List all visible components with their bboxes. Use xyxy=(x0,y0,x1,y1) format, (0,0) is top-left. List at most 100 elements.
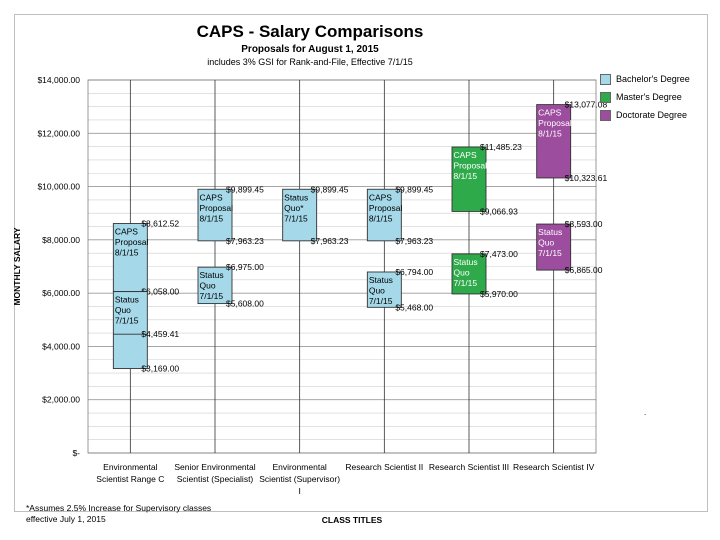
salary-box xyxy=(536,223,572,271)
x-tick-label: Scientist (Supervisor) xyxy=(259,474,340,484)
data-label: $9,066.93 xyxy=(480,206,518,216)
legend-swatch xyxy=(600,91,611,103)
salary-box xyxy=(282,188,318,242)
data-label: $4,459.41 xyxy=(141,329,179,339)
x-tick-label: Senior Environmental xyxy=(174,462,255,472)
box-label: Proposal xyxy=(454,161,488,171)
data-label: $11,485.23 xyxy=(480,142,522,152)
box-label: 7/1/15 xyxy=(284,213,308,223)
box-label: Quo xyxy=(200,281,216,291)
data-label: $6,975.00 xyxy=(226,262,264,272)
data-label: $7,963.23 xyxy=(311,236,349,246)
y-tick-label: $10,000.00 xyxy=(37,182,80,192)
y-tick-label: $4,000.00 xyxy=(42,341,80,351)
box-label: Status xyxy=(115,295,139,305)
data-label: $3,169.00 xyxy=(141,364,179,374)
salary-box xyxy=(112,291,148,370)
data-label: $6,058.00 xyxy=(141,287,179,297)
y-axis-label: MONTHLY SALARY xyxy=(12,227,22,305)
data-label: $5,970.00 xyxy=(480,289,518,299)
salary-box xyxy=(366,271,402,308)
x-tick-label: Environmental xyxy=(103,462,157,472)
box-label: Proposal xyxy=(369,203,403,213)
y-tick-label: $12,000.00 xyxy=(37,128,80,138)
chart-frame xyxy=(14,14,708,512)
legend-item: Bachelor's Degree xyxy=(600,70,690,88)
data-label: $5,608.00 xyxy=(226,299,264,309)
x-tick-label: I xyxy=(298,486,300,496)
x-tick-label: Environmental xyxy=(272,462,326,472)
data-label: $7,473.00 xyxy=(480,249,518,259)
box-label: Proposal xyxy=(200,203,234,213)
salary-box xyxy=(197,188,233,242)
footnote: *Assumes 2.5% Increase for Supervisory c… xyxy=(26,503,256,525)
x-tick-label: Scientist Range C xyxy=(96,474,164,484)
footnote-line: *Assumes 2.5% Increase for Supervisory c… xyxy=(26,503,212,513)
data-label: $5,468.00 xyxy=(395,302,433,312)
data-label: $6,865.00 xyxy=(565,265,603,275)
legend-item: Master's Degree xyxy=(600,88,690,106)
salary-box xyxy=(451,146,487,212)
x-tick-label: Research Scientist III xyxy=(429,462,509,472)
box-label: 8/1/15 xyxy=(454,171,478,181)
edge-mark: . xyxy=(644,408,647,417)
box-label: 8/1/15 xyxy=(200,213,224,223)
legend-label: Doctorate Degree xyxy=(616,110,688,120)
box-label: CAPS xyxy=(369,192,392,202)
box-label: 7/1/15 xyxy=(454,278,478,288)
box-label: Quo xyxy=(454,267,470,277)
salary-box xyxy=(197,266,233,305)
salary-box xyxy=(112,223,148,293)
box-label: Status xyxy=(454,257,478,267)
box-label: Quo xyxy=(115,305,131,315)
box-label: Quo xyxy=(538,238,554,248)
data-label: $7,963.23 xyxy=(226,236,264,246)
data-label: $6,794.00 xyxy=(395,267,433,277)
box-label: Status xyxy=(200,270,224,280)
box-label: Quo xyxy=(369,285,385,295)
chart-title: CAPS - Salary Comparisons xyxy=(196,22,424,41)
box-label: CAPS xyxy=(538,108,561,118)
data-label: $7,963.23 xyxy=(395,236,433,246)
footnote-line: effective July 1, 2015 xyxy=(26,514,106,524)
plot-area xyxy=(87,79,597,454)
salary-box xyxy=(536,104,572,179)
legend-item: Doctorate Degree xyxy=(600,106,690,124)
data-label: $9,899.45 xyxy=(226,184,264,194)
data-label: $9,899.45 xyxy=(311,184,349,194)
box-label: 7/1/15 xyxy=(538,248,562,258)
data-label: $13,077.08 xyxy=(565,100,608,110)
y-tick-label: $6,000.00 xyxy=(42,288,80,298)
box-label: 8/1/15 xyxy=(369,213,393,223)
legend-swatch xyxy=(600,73,611,85)
box-label: Status xyxy=(538,227,562,237)
salary-box xyxy=(451,253,487,295)
y-tick-label: $2,000.00 xyxy=(42,395,80,405)
data-label: $9,899.45 xyxy=(395,184,433,194)
data-label: $8,612.52 xyxy=(141,219,179,229)
salary-box xyxy=(366,188,402,242)
y-tick-label: $14,000.00 xyxy=(37,75,80,85)
box-label: 7/1/15 xyxy=(115,316,139,326)
y-tick-label: $8,000.00 xyxy=(42,235,80,245)
data-label: $8,593.00 xyxy=(565,219,603,229)
box-label: 7/1/15 xyxy=(200,291,224,301)
chart-subtitle: Proposals for August 1, 2015 xyxy=(241,44,379,55)
box-label: Quo* xyxy=(284,203,304,213)
box-label: Proposal xyxy=(115,237,149,247)
y-tick-label: $- xyxy=(72,448,80,458)
box-label: 8/1/15 xyxy=(115,248,139,258)
x-tick-label: Research Scientist II xyxy=(345,462,423,472)
x-tick-label: Research Scientist IV xyxy=(513,462,595,472)
box-label: 8/1/15 xyxy=(538,129,562,139)
box-label: Proposal xyxy=(538,118,572,128)
chart-legend: Bachelor's Degree Master's Degree Doctorat… xyxy=(600,70,690,124)
box-label: Status xyxy=(284,192,308,202)
data-label: $10,323.61 xyxy=(565,173,608,183)
x-tick-label: Scientist (Specialist) xyxy=(177,474,254,484)
box-label: 7/1/15 xyxy=(369,296,393,306)
box-label: CAPS xyxy=(115,227,138,237)
box-label: Status xyxy=(369,275,393,285)
chart-note: includes 3% GSI for Rank-and-File, Effec… xyxy=(207,57,413,67)
